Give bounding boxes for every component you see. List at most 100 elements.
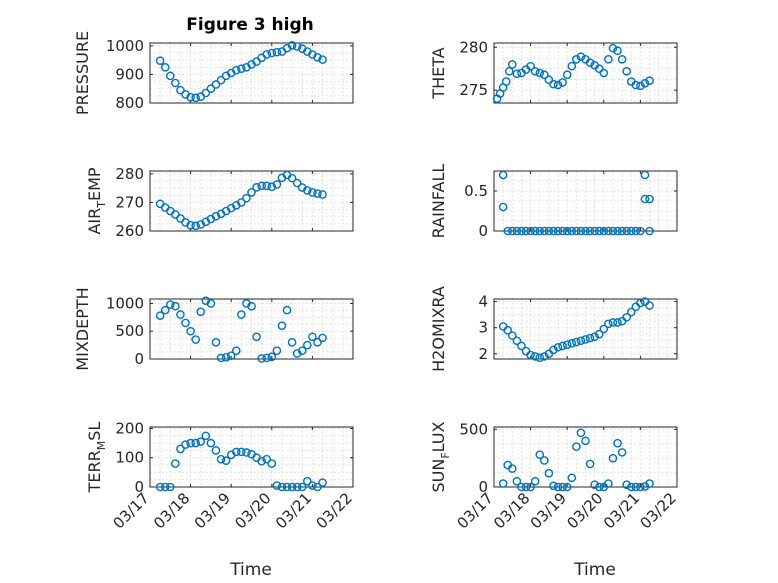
data-point: [631, 302, 641, 312]
data-point: [211, 211, 221, 221]
data-point: [160, 62, 170, 72]
data-point: [201, 431, 211, 441]
x-tick-label: 03/22: [637, 489, 680, 532]
data-point: [186, 92, 195, 102]
grid-theta: [494, 43, 677, 103]
panel-theta: 275 280 THETA: [429, 38, 678, 104]
data-point: [262, 353, 272, 363]
y-tick-label: 2: [478, 345, 488, 363]
y-tick-label: 900: [115, 65, 144, 83]
data-point: [640, 194, 650, 204]
data-point: [535, 226, 545, 236]
y-tick-label: 0: [478, 478, 488, 496]
axes-box-air_temp: [149, 170, 354, 232]
data-point: [512, 69, 522, 79]
y-tick-label: 1000: [106, 37, 144, 55]
data-point: [636, 226, 645, 236]
data-point: [626, 226, 636, 236]
data-point: [572, 226, 581, 236]
data-point: [262, 454, 272, 464]
data-point: [303, 186, 312, 195]
data-point: [242, 193, 251, 203]
data-point: [507, 60, 517, 69]
data-point: [631, 80, 641, 90]
data-point: [517, 341, 526, 351]
y-tick-label: 0.5: [464, 182, 488, 200]
panel-h2omixra: 2 3 4 H2OMIXRA: [429, 286, 678, 372]
x-tick-label: 03/19: [191, 489, 234, 532]
data-point: [572, 442, 581, 451]
data-point: [549, 226, 558, 236]
data-point: [512, 226, 522, 236]
data-point: [267, 182, 277, 192]
data-point: [590, 480, 599, 489]
data-point: [604, 319, 613, 329]
data-point: [613, 318, 622, 327]
axes-box-h2omixra: [493, 298, 678, 360]
x-axis-label-left: Time: [229, 560, 272, 580]
data-point: [558, 226, 567, 236]
data-point: [171, 459, 180, 468]
y-tick-label: 270: [115, 193, 144, 211]
x-tick-label: 03/17: [454, 489, 497, 532]
axes-box-theta: [493, 42, 678, 104]
data-point: [165, 300, 175, 309]
data-point: [498, 202, 508, 212]
data-point: [626, 307, 636, 317]
data-point: [155, 482, 165, 492]
data-point: [517, 482, 526, 492]
data-point: [576, 226, 586, 236]
data-point: [313, 338, 322, 347]
data-point: [507, 464, 517, 473]
y-axis-label-pressure: PRESSURE: [73, 31, 92, 115]
data-point: [645, 226, 654, 236]
data-point: [165, 482, 175, 492]
data-point: [581, 335, 590, 344]
data-point: [191, 93, 200, 103]
y-axis-label-air_temp: AIRTEMP: [85, 167, 108, 234]
data-point: [191, 438, 200, 448]
data-point: [535, 450, 545, 459]
x-tick-label: 03/17: [110, 489, 153, 532]
data-point: [626, 482, 636, 492]
data-point: [622, 312, 631, 322]
y-tick-label: 0: [134, 478, 144, 496]
data-point: [530, 226, 540, 236]
x-tick-label: 03/20: [231, 489, 274, 532]
y-tick-label: 0: [134, 350, 144, 368]
data-point: [201, 88, 211, 98]
axes-box-mixdepth: [149, 298, 354, 360]
data-point: [576, 428, 586, 438]
data-point: [590, 332, 599, 342]
data-point: [540, 352, 549, 361]
x-tick-label: 03/22: [313, 489, 356, 532]
y-tick-label: 1000: [106, 294, 144, 312]
data-point: [287, 482, 297, 492]
data-point: [171, 78, 180, 88]
data-point: [594, 64, 604, 74]
data-point: [231, 65, 241, 75]
data-point: [267, 352, 277, 362]
data-point: [503, 326, 513, 335]
data-point: [196, 307, 206, 317]
y-axis-label-theta: THETA: [429, 47, 448, 99]
data-point: [562, 340, 572, 349]
data-point: [211, 446, 221, 455]
data-point: [191, 335, 200, 344]
data-point: [549, 345, 558, 355]
data-point: [176, 310, 185, 319]
data-point: [599, 68, 609, 78]
data-point: [585, 58, 595, 68]
x-tick-label: 03/19: [527, 489, 570, 532]
series-theta: [492, 43, 654, 104]
data-point: [287, 173, 297, 183]
data-point: [540, 70, 549, 80]
data-point: [562, 70, 572, 80]
data-point: [501, 77, 511, 86]
data-point: [613, 46, 622, 56]
data-point: [530, 66, 540, 76]
data-point: [622, 66, 631, 76]
y-tick-label: 100: [115, 449, 144, 467]
